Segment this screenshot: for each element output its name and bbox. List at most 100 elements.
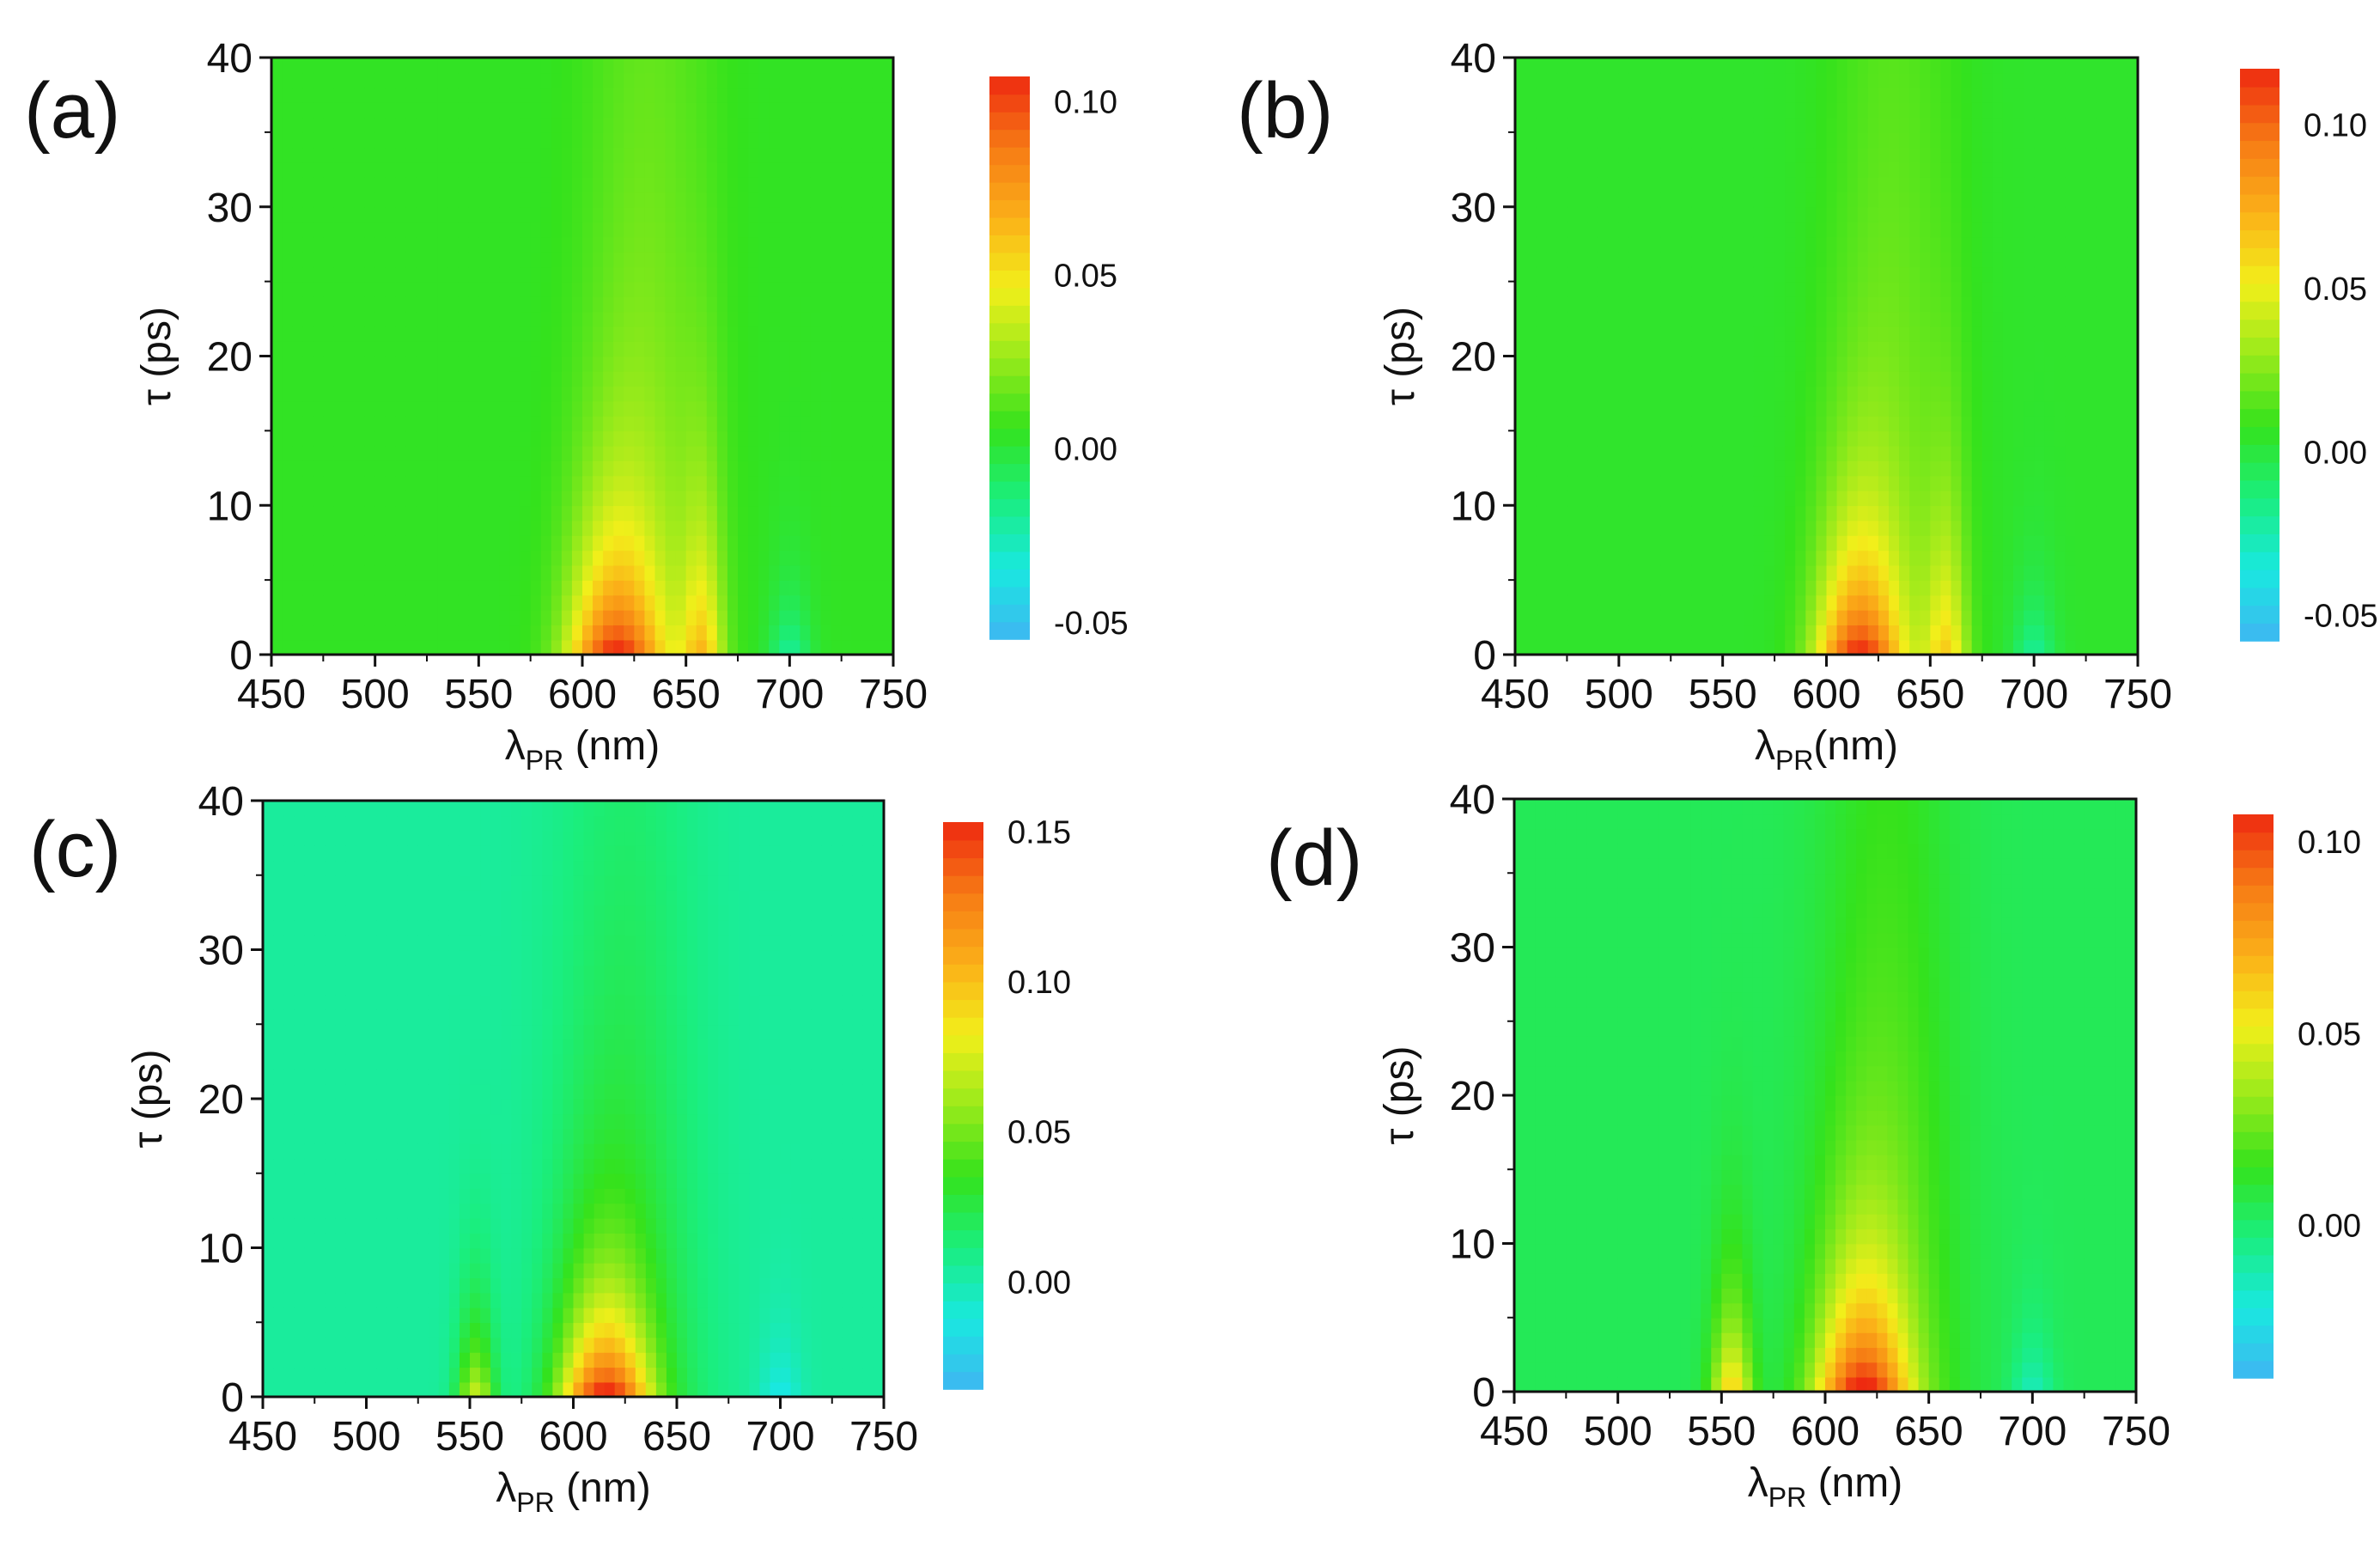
heatmap-cell [354, 430, 366, 447]
heatmap-cell [1567, 400, 1579, 417]
heatmap-cell [561, 326, 573, 342]
heatmap-cell [1712, 535, 1724, 552]
heatmap-cell [1515, 535, 1526, 552]
heatmap-cell [1920, 296, 1932, 313]
heatmap-cell [1920, 266, 1932, 283]
heatmap-cell [1753, 445, 1765, 461]
heatmap-cell [1774, 72, 1786, 88]
heatmap-cell [344, 564, 356, 581]
heatmap-cell [1650, 177, 1661, 193]
heatmap-cell [675, 416, 687, 432]
heatmap-cell [820, 416, 832, 432]
heatmap-cell [861, 520, 873, 536]
heatmap-cell [458, 87, 470, 103]
heatmap-cell [1889, 117, 1900, 133]
heatmap-cell [1805, 520, 1817, 536]
heatmap-cell [489, 356, 501, 372]
heatmap-cell [841, 341, 853, 357]
heatmap-cell [292, 460, 303, 477]
heatmap-cell [271, 251, 283, 268]
heatmap-cell [1650, 445, 1661, 461]
heatmap-cell [374, 430, 387, 447]
heatmap-cell [437, 206, 448, 222]
heatmap-cell [882, 177, 894, 193]
heatmap-cell [416, 445, 428, 461]
heatmap-cell [1764, 400, 1775, 417]
heatmap-cell [509, 236, 521, 253]
heatmap-cell [1795, 311, 1807, 327]
heatmap-cell [1857, 416, 1869, 432]
heatmap-cell [292, 386, 303, 402]
heatmap-cell [2054, 222, 2067, 238]
heatmap-cell [2054, 58, 2067, 74]
heatmap-cell [2116, 580, 2128, 596]
heatmap-cell [613, 72, 625, 88]
heatmap-cell [302, 460, 314, 477]
heatmap-cell [1909, 72, 1921, 88]
heatmap-cell [1764, 550, 1775, 566]
heatmap-cell [354, 58, 366, 74]
heatmap-cell [1920, 475, 1932, 491]
heatmap-cell [1836, 192, 1848, 208]
heatmap-cell [675, 236, 687, 253]
heatmap-cell [530, 580, 542, 596]
heatmap-cell [1671, 594, 1683, 611]
heatmap-cell [820, 639, 832, 655]
heatmap-cell [1878, 311, 1890, 327]
heatmap-cell [1940, 550, 1952, 566]
heatmap-cell [1899, 594, 1910, 611]
heatmap-cell [1556, 505, 1568, 521]
heatmap-cell [2116, 594, 2128, 611]
heatmap-cell [2106, 222, 2118, 238]
heatmap-cell [1671, 400, 1683, 417]
heatmap-cell [593, 296, 604, 313]
colorbar-band [2240, 551, 2280, 570]
heatmap-cell [800, 162, 812, 178]
heatmap-cell [1608, 400, 1620, 417]
heatmap-cell [758, 266, 770, 283]
heatmap-cell [263, 979, 274, 996]
heatmap-cell [1909, 460, 1921, 477]
heatmap-cell [1992, 87, 2004, 103]
heatmap-cell [1867, 400, 1879, 417]
heatmap-cell [1743, 594, 1755, 611]
heatmap-cell [2065, 117, 2077, 133]
colorbar-band [2240, 265, 2280, 284]
heatmap-cell [748, 564, 759, 581]
heatmap-cell [1628, 580, 1640, 596]
colorbar-tick-label: -0.05 [1054, 606, 1129, 642]
heatmap-cell [1878, 236, 1890, 253]
heatmap-cell [644, 460, 656, 477]
heatmap-cell [489, 102, 501, 119]
heatmap-cell [2024, 311, 2035, 327]
heatmap-cell [2024, 386, 2035, 402]
heatmap-cell [1764, 296, 1775, 313]
heatmap-cell [2054, 236, 2067, 253]
heatmap-cell [1587, 102, 1599, 119]
heatmap-cell [634, 594, 646, 611]
heatmap-cell [1764, 370, 1775, 387]
heatmap-cell [841, 520, 853, 536]
heatmap-cell [1981, 72, 1993, 88]
heatmap-cell [654, 341, 667, 357]
heatmap-cell [2127, 311, 2139, 327]
heatmap-cell [2096, 535, 2108, 552]
heatmap-cell [1681, 117, 1693, 133]
heatmap-cell [263, 994, 274, 1010]
heatmap-cell [1577, 236, 1589, 253]
heatmap-cell [1628, 102, 1640, 119]
heatmap-cell [1732, 72, 1744, 88]
heatmap-cell [520, 192, 532, 208]
heatmap-cell [1660, 535, 1672, 552]
heatmap-cell [530, 147, 542, 163]
heatmap-cell [2054, 550, 2067, 566]
heatmap-cell [2024, 58, 2035, 74]
heatmap-cell [769, 102, 781, 119]
heatmap-cell [675, 177, 687, 193]
heatmap-cell [1909, 341, 1921, 357]
heatmap-cell [1805, 535, 1817, 552]
heatmap-cell [624, 236, 636, 253]
heatmap-cell [665, 386, 677, 402]
heatmap-cell [540, 356, 552, 372]
heatmap-cell [1971, 400, 1983, 417]
